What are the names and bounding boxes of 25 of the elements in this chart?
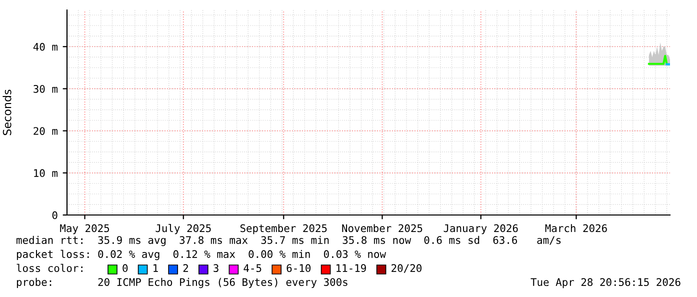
x-tick-label: March 2026	[545, 224, 607, 232]
legend-label: 1	[154, 264, 158, 272]
text: probe: 20 ICMP Echo Pings (56 Bytes) every 300s	[16, 278, 348, 288]
y-tick-label: 0	[52, 211, 58, 220]
legend-label: 20/20	[392, 264, 422, 273]
legend-label: 11-19	[336, 264, 366, 272]
y-tick-label: 20 m	[34, 127, 58, 135]
text: median rtt: 35.9 ms avg 37.8 ms max 35.7 ms min 35.8 ms now 0.6 ms sd 63.6 am/s	[16, 236, 561, 246]
text: packet loss: 0.02 % avg 0.12 % max 0.00 % min 0.03 % now	[16, 250, 386, 260]
y-tick-label: 40 m	[33, 42, 58, 51]
x-tick-label: January 2026	[444, 224, 518, 234]
legend-label: 4-5	[244, 264, 262, 272]
legend-title: loss color:	[16, 264, 82, 272]
x-tick-label: July 2025	[156, 224, 211, 234]
legend-label: 2	[183, 264, 188, 272]
x-tick-label: November 2025	[342, 224, 422, 232]
y-axis-title: Seconds	[2, 90, 12, 136]
y-tick-label: 10 m	[34, 169, 58, 178]
x-tick-label: September 2025	[240, 224, 327, 234]
legend-label: 0	[122, 264, 128, 272]
text: Tue Apr 28 20:56:15 2026	[530, 278, 680, 288]
y-tick-label: 30 m	[34, 84, 58, 93]
legend-label: 6-10	[286, 264, 311, 272]
x-tick-label: May 2025	[60, 224, 110, 234]
legend-label: 3	[214, 264, 218, 272]
